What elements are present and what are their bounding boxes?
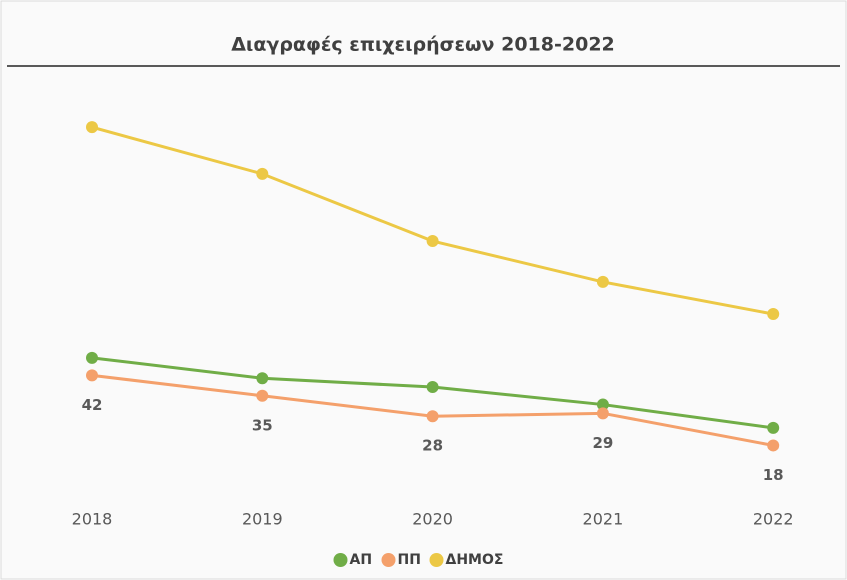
legend-marker (429, 553, 444, 567)
point (596, 275, 609, 288)
point (86, 121, 98, 134)
point (426, 410, 439, 423)
legend-label: ΔΗΜΟΣ (446, 552, 504, 568)
x-tick-label: 2019 (242, 510, 283, 529)
point (86, 369, 98, 382)
x-tick-label: 2021 (583, 510, 624, 529)
point (256, 167, 269, 180)
point (596, 407, 609, 420)
legend-label: ΑΠ (350, 552, 373, 568)
point (86, 351, 98, 364)
point (426, 235, 439, 248)
legend-label: ΠΠ (398, 552, 421, 568)
x-tick-label: 2018 (72, 510, 113, 529)
point (767, 439, 780, 452)
legend-marker (333, 553, 348, 567)
data-label: 42 (82, 396, 103, 414)
data-label: 28 (422, 437, 443, 455)
legend-marker (381, 553, 396, 567)
x-tick-label: 2020 (412, 510, 453, 529)
data-label: 18 (763, 466, 784, 484)
point (767, 308, 780, 321)
point (767, 421, 780, 434)
data-label: 29 (592, 434, 613, 452)
point (256, 372, 269, 385)
x-tick-label: 2022 (753, 510, 794, 529)
chart-title: Διαγραφές επιχειρήσεων 2018-2022 (231, 34, 615, 56)
data-label: 35 (252, 416, 273, 434)
point (426, 381, 439, 394)
point (596, 398, 609, 411)
point (256, 389, 269, 402)
